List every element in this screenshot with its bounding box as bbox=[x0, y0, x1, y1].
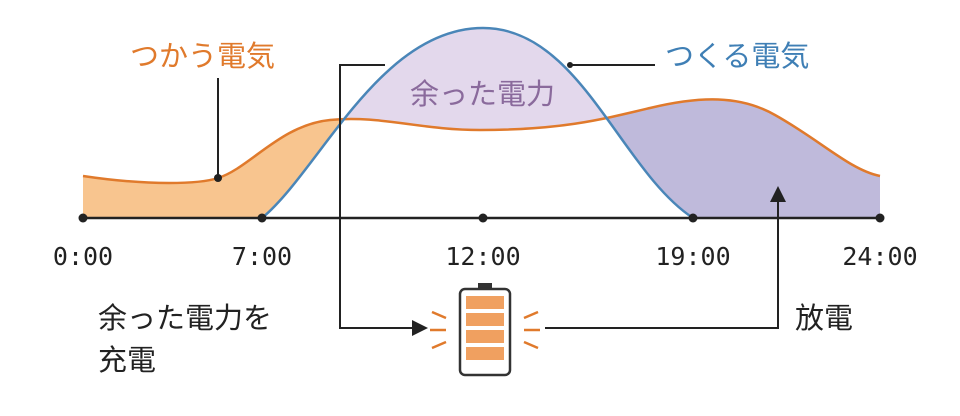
arrow-head bbox=[412, 320, 428, 336]
arrow-head bbox=[770, 186, 786, 202]
charge-label: 余った電力を bbox=[98, 301, 272, 335]
battery-icon bbox=[430, 283, 540, 377]
generation-curve bbox=[261, 26, 694, 220]
axis-dots bbox=[78, 213, 885, 223]
time-label: 0:00 bbox=[53, 242, 113, 271]
time-label: 24:00 bbox=[842, 242, 917, 271]
time-label: 7:00 bbox=[232, 242, 292, 271]
consumption-label: つかう電気 bbox=[130, 39, 275, 73]
discharge-label: 放電 bbox=[795, 301, 853, 335]
leader-dot bbox=[567, 62, 573, 68]
time-label: 19:00 bbox=[655, 242, 730, 271]
surplus-label: 余った電力 bbox=[410, 77, 555, 111]
charge-label: 充電 bbox=[98, 343, 156, 377]
leaders bbox=[217, 64, 779, 329]
generation-label: つくる電気 bbox=[665, 39, 809, 73]
leader-dot bbox=[214, 174, 222, 182]
time-label: 12:00 bbox=[445, 242, 520, 271]
